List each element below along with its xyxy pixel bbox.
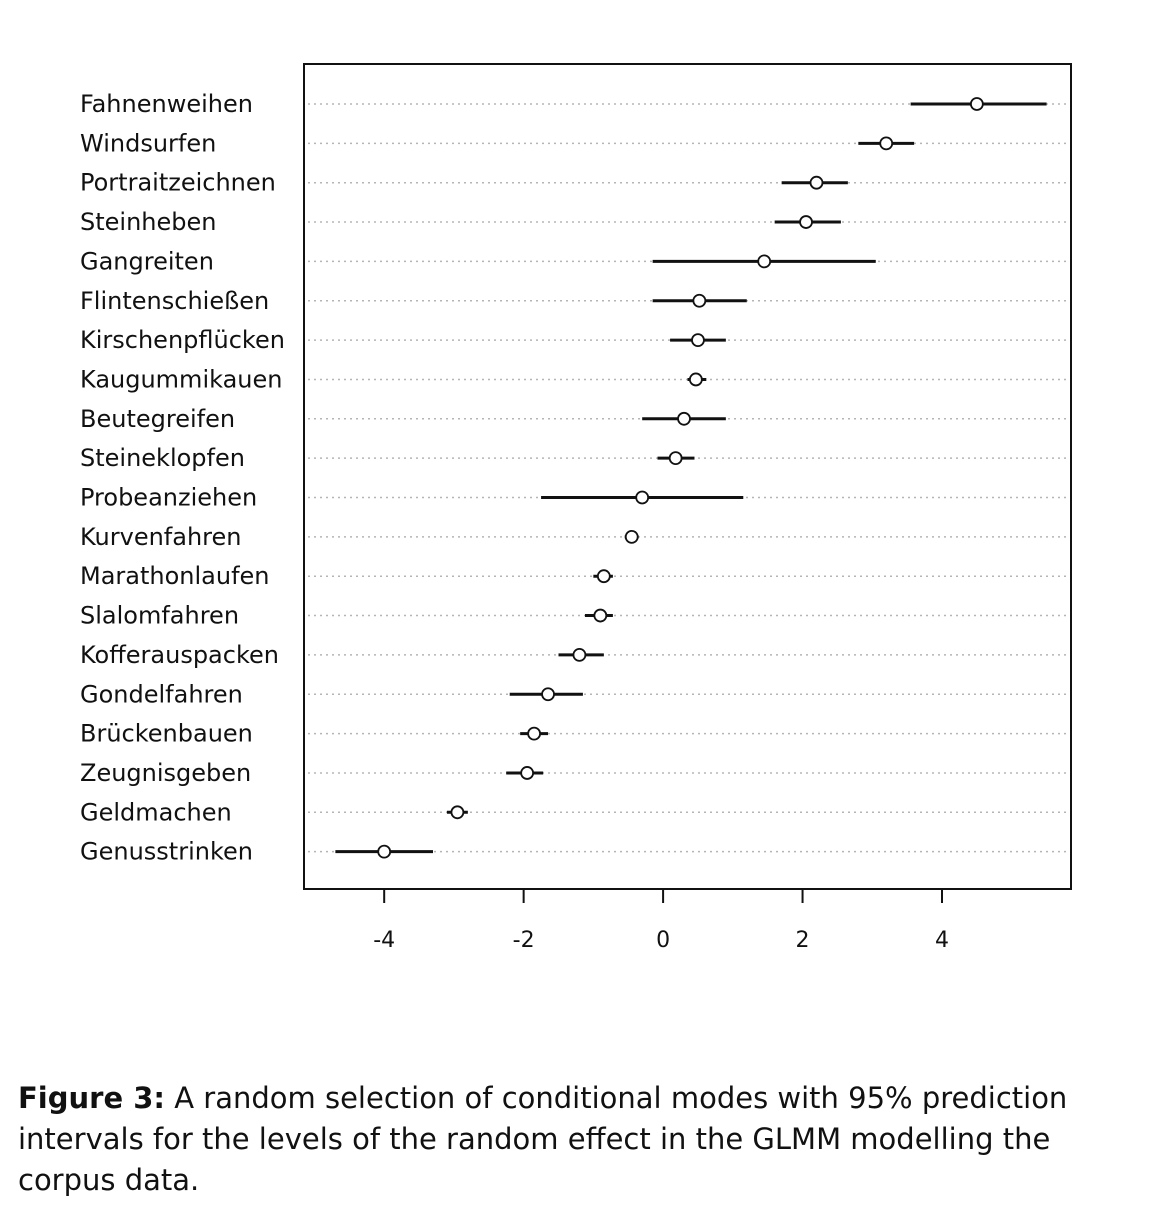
estimate-point bbox=[377, 844, 392, 859]
estimate-point bbox=[520, 766, 535, 780]
estimate-point bbox=[691, 333, 705, 348]
category-label: Windsurfen bbox=[80, 129, 216, 157]
estimate-point bbox=[572, 648, 587, 662]
estimate-point bbox=[541, 687, 555, 702]
estimate-point bbox=[593, 608, 608, 623]
category-label: Brückenbauen bbox=[80, 720, 253, 748]
category-label: Steinheben bbox=[80, 208, 216, 236]
category-label: Kaugummikauen bbox=[80, 365, 282, 393]
estimate-point bbox=[624, 529, 639, 544]
plot-frame bbox=[303, 63, 1072, 890]
estimate-point bbox=[809, 175, 824, 190]
category-label: Beutegreifen bbox=[80, 405, 235, 433]
estimate-point bbox=[799, 215, 813, 229]
category-label: Fahnenweihen bbox=[80, 90, 253, 118]
forest-plot: Fahnenweihen Windsurfen Portraitzeichnen St… bbox=[80, 63, 1072, 953]
category-label: Kofferauspacken bbox=[80, 641, 279, 669]
estimate-point bbox=[969, 97, 984, 111]
estimate-point bbox=[596, 569, 611, 584]
estimate-point bbox=[527, 726, 541, 741]
category-label: Steineklopfen bbox=[80, 444, 245, 472]
estimate-point bbox=[677, 411, 691, 426]
category-label: Slalomfahren bbox=[80, 602, 239, 630]
x-tick-label: -4 bbox=[373, 928, 395, 953]
x-tick-label: 0 bbox=[656, 928, 670, 953]
estimate-point bbox=[879, 136, 894, 151]
estimate-point bbox=[450, 805, 465, 820]
x-tick-label: 4 bbox=[935, 928, 949, 953]
category-label: Kirschenpflücken bbox=[80, 326, 285, 354]
grid-lines bbox=[308, 103, 1067, 853]
category-label: Gondelfahren bbox=[80, 680, 243, 708]
category-label: Zeugnisgeben bbox=[80, 759, 251, 787]
category-label: Marathonlaufen bbox=[80, 562, 270, 590]
x-axis: -4 -2 0 2 4 bbox=[373, 889, 949, 953]
estimate-point bbox=[668, 451, 683, 466]
figure-label: Figure 3: bbox=[18, 1081, 165, 1115]
estimate-point bbox=[688, 372, 703, 387]
x-tick-label: 2 bbox=[796, 928, 810, 953]
figure-caption: Figure 3: A random selection of conditio… bbox=[18, 1078, 1128, 1201]
category-label: Genusstrinken bbox=[80, 838, 253, 866]
category-label: Probeanziehen bbox=[80, 484, 257, 512]
estimate-point bbox=[692, 293, 707, 308]
intervals bbox=[335, 102, 1047, 854]
category-label: Flintenschießen bbox=[80, 287, 269, 315]
category-label: Gangreiten bbox=[80, 247, 214, 275]
x-tick-label: -2 bbox=[513, 928, 535, 953]
estimate-point bbox=[757, 254, 772, 269]
category-label: Geldmachen bbox=[80, 798, 232, 826]
estimate-point bbox=[635, 490, 650, 505]
caption-text: A random selection of conditional modes … bbox=[18, 1081, 1068, 1197]
category-label: Portraitzeichnen bbox=[80, 169, 276, 197]
category-label: Kurvenfahren bbox=[80, 523, 241, 551]
category-labels: Fahnenweihen Windsurfen Portraitzeichnen St… bbox=[80, 90, 285, 866]
points bbox=[377, 97, 984, 859]
